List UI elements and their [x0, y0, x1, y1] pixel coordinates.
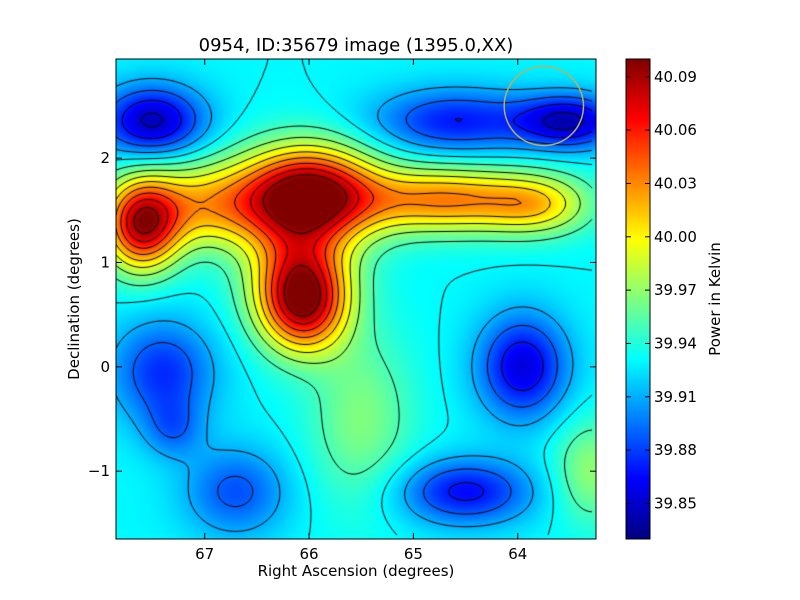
colorbar-tick-label: 40.03	[654, 174, 697, 192]
colorbar-ticks: 40.09 40.06 40.03 40.00 39.97 39.94 39.91 39.88…	[626, 68, 697, 512]
colorbar-tick-label: 39.85	[654, 494, 697, 512]
chart-title: 0954, ID:35679 image (1395.0,XX)	[199, 35, 514, 56]
colorbar-tick-label: 39.94	[654, 334, 697, 352]
colorbar-tick-label: 40.06	[654, 121, 697, 139]
y-axis-label: Declination (degrees)	[65, 218, 83, 380]
y-tick-label: 0	[100, 358, 110, 376]
colorbar: 40.09 40.06 40.03 40.00 39.97 39.94 39.91 39.88…	[625, 58, 724, 540]
heatmap-image	[116, 59, 596, 539]
beam-circle	[503, 65, 585, 147]
colorbar-tick-label: 40.00	[654, 228, 697, 246]
x-tick-label: 65	[404, 545, 423, 563]
x-tick-label: 66	[299, 545, 318, 563]
heatmap-container	[116, 59, 596, 539]
overlay-layer	[503, 65, 585, 147]
x-tick-label: 64	[508, 545, 527, 563]
colorbar-gradient	[626, 59, 650, 539]
y-axis-ticks: 2 1 0 −1	[88, 149, 596, 480]
colorbar-tick-label: 40.09	[654, 68, 697, 86]
y-tick-label: 1	[100, 253, 110, 271]
colorbar-tick-label: 39.91	[654, 388, 697, 406]
colorbar-tick-label: 39.97	[654, 281, 697, 299]
y-tick-label: −1	[88, 462, 110, 480]
x-axis-label: Right Ascension (degrees)	[258, 562, 455, 580]
x-axis-ticks: 67 66 65 64	[195, 59, 527, 563]
plot-frame	[115, 58, 597, 540]
colorbar-container	[626, 59, 650, 539]
y-tick-label: 2	[100, 149, 110, 167]
x-tick-label: 67	[195, 545, 214, 563]
colorbar-label: Power in Kelvin	[706, 242, 724, 356]
colorbar-tick-label: 39.88	[654, 441, 697, 459]
colorbar-frame	[625, 58, 651, 540]
plot-area: 67 66 65 64 2 1 0 −1	[88, 58, 597, 563]
